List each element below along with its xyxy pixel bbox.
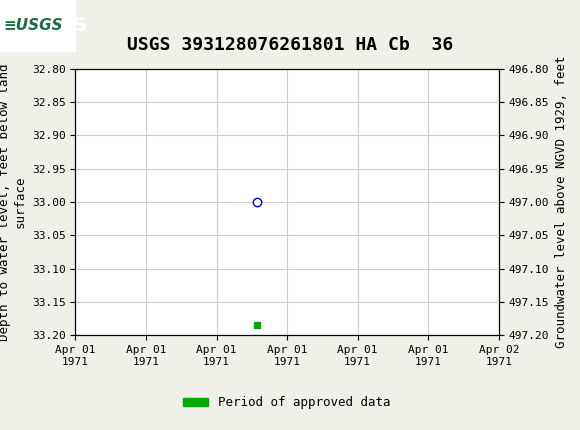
Text: ≡USGS: ≡USGS <box>12 16 88 35</box>
Y-axis label: Depth to water level, feet below land
surface: Depth to water level, feet below land su… <box>0 63 26 341</box>
Y-axis label: Groundwater level above NGVD 1929, feet: Groundwater level above NGVD 1929, feet <box>554 56 568 348</box>
Text: ≡USGS: ≡USGS <box>3 18 63 33</box>
Legend: Period of approved data: Period of approved data <box>179 391 396 415</box>
Text: USGS 393128076261801 HA Cb  36: USGS 393128076261801 HA Cb 36 <box>127 36 453 54</box>
Bar <box>0 0 75 52</box>
